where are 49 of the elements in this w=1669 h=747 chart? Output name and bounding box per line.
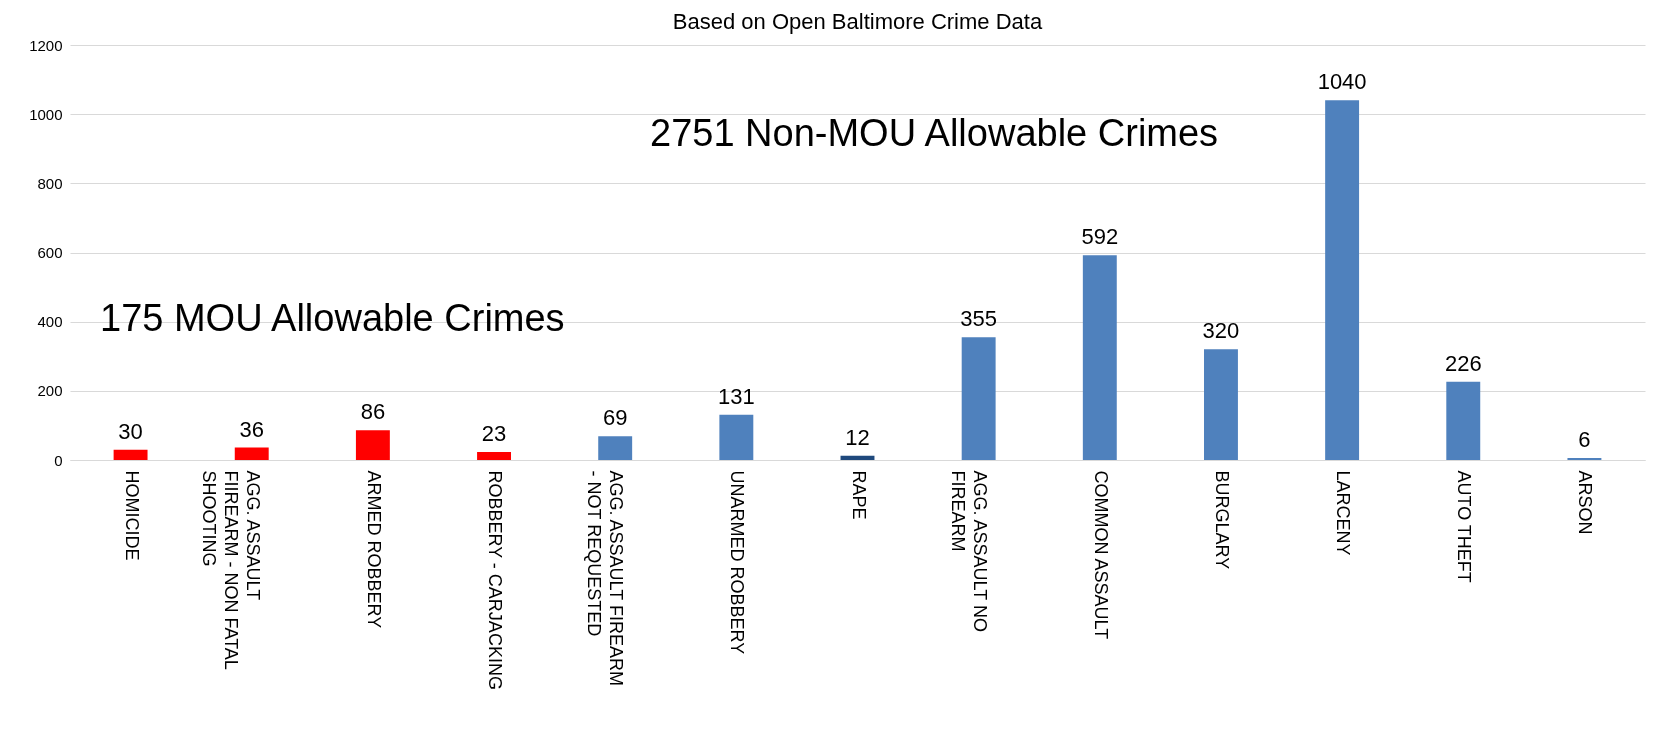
x-tick-label: AGG. ASSAULT NO FIREARM [947, 470, 990, 632]
data-label: 592 [1081, 224, 1119, 250]
bar [234, 447, 269, 460]
bar [355, 430, 390, 460]
y-tick-label: 1200 [29, 36, 63, 54]
bar [1446, 381, 1481, 460]
annotation: 175 MOU Allowable Crimes [100, 297, 565, 339]
y-tick-label: 800 [37, 174, 63, 192]
data-label: 12 [845, 424, 870, 450]
x-tick-label: ARSON [1575, 470, 1596, 535]
x-tick-label: AGG. ASSAULT FIREARM - NOT REQUESTED [584, 470, 627, 686]
x-tick-label: BURGLARY [1211, 470, 1232, 570]
y-tick-label: 400 [37, 313, 63, 331]
data-label: 86 [360, 399, 386, 425]
data-label: 36 [239, 416, 264, 442]
data-label: 1040 [1317, 69, 1367, 95]
bar [1082, 255, 1117, 460]
bar [1204, 349, 1238, 460]
bar [598, 436, 633, 460]
data-label: 6 [1578, 426, 1591, 452]
y-tick-label: 600 [37, 244, 63, 261]
bar [1325, 100, 1360, 460]
bar [961, 337, 996, 460]
bar [477, 452, 511, 460]
data-label: 131 [717, 383, 755, 409]
x-tick-label: RAPE [848, 470, 869, 520]
y-tick-label: 200 [37, 382, 63, 400]
y-tick-label: 0 [54, 451, 63, 469]
x-tick-label: AUTO THEFT [1454, 470, 1475, 583]
x-tick-label: AGG. ASSAULT FIIREARM - NON FATAL SHOOTING [198, 470, 263, 670]
x-tick-label: HOMICIDE [121, 470, 142, 561]
bar [719, 414, 754, 460]
data-label: 320 [1202, 318, 1240, 344]
x-tick-label: ARMED ROBBERY [363, 470, 384, 629]
data-label: 69 [602, 405, 628, 431]
chart-title: Based on Open Baltimore Crime Data [672, 9, 1043, 34]
bar [1567, 457, 1602, 460]
x-tick-label: UNARMED ROBBERY [727, 470, 748, 655]
x-tick-label: LARCENY [1333, 470, 1354, 556]
data-label: 23 [481, 421, 507, 447]
bar [840, 455, 875, 460]
bar [113, 449, 148, 460]
annotation: 2751 Non-MOU Allowable Crimes [650, 112, 1219, 154]
y-tick-label: 1000 [29, 105, 63, 123]
x-tick-label: ROBBERY - CARJACKING [485, 470, 506, 690]
x-tick-label: COMMON ASSAULT [1090, 470, 1111, 640]
data-label: 30 [118, 418, 143, 444]
data-label: 226 [1444, 350, 1482, 376]
data-label: 355 [960, 306, 998, 332]
